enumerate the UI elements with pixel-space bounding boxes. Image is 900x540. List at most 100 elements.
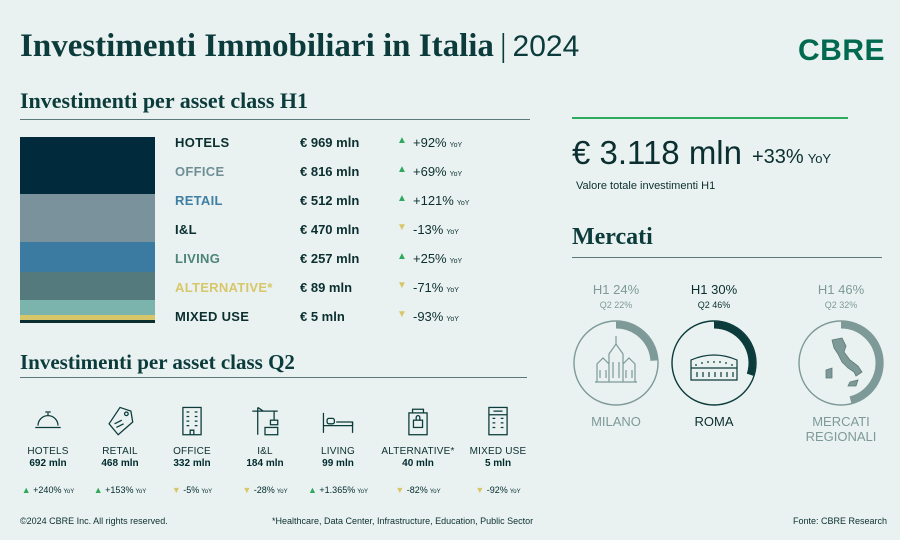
market-milano: H1 24% Q2 22% MILANO: [561, 282, 671, 429]
q2-section-title: Investimenti per asset class Q2: [20, 350, 295, 374]
yoy-label: YoY: [357, 489, 368, 495]
cbre-logo: CBRE: [797, 34, 885, 67]
hotel-bell-icon: [8, 404, 88, 440]
total-value: € 3.118 mln: [572, 134, 742, 171]
arrow-up-icon: ▲: [397, 251, 407, 262]
duomo-icon: [595, 336, 637, 383]
market-ring: [796, 318, 886, 408]
q2-asset-change-pct: +240%: [33, 485, 62, 495]
h1-row: LIVING € 257 mln ▲ +25% YoY: [175, 251, 505, 271]
market-share-arc: [713, 321, 756, 376]
stack-segment-mixeduse: [20, 320, 155, 323]
q2-asset-value: 99 mln: [322, 458, 354, 469]
stack-segment-il: [20, 272, 155, 300]
crane-icon: [225, 404, 305, 440]
h1-asset-value: € 969 mln: [300, 135, 360, 150]
market-q2-share: Q2 46%: [697, 300, 731, 310]
bed-icon: [298, 404, 378, 440]
market-ring: [669, 318, 759, 408]
h1-asset-change-pct: +92%: [413, 135, 447, 150]
q2-asset-label: RETAIL: [102, 446, 138, 457]
market-share-arc: [615, 321, 658, 361]
arrow-down-icon: ▼: [171, 485, 184, 495]
arrow-up-icon: ▲: [397, 164, 407, 175]
yoy-label: YoY: [456, 200, 470, 207]
market-regionali: H1 46% Q2 32% MERCATI REGIONALI: [786, 282, 896, 444]
q2-asset-item: I&L 184 mln ▼ -28% YoY: [225, 404, 305, 495]
h1-asset-value: € 816 mln: [300, 164, 360, 179]
h1-asset-change-pct: -71%: [413, 280, 444, 295]
q2-asset-change-pct: -5%: [183, 485, 200, 495]
q2-asset-value: 468 mln: [101, 458, 139, 469]
h1-asset-change: +92% YoY: [413, 135, 462, 150]
h1-asset-change: +121% YoY: [413, 193, 469, 208]
h1-asset-value: € 257 mln: [300, 251, 360, 266]
market-name: MILANO: [591, 414, 641, 429]
q2-asset-label: HOTELS: [27, 446, 69, 457]
q2-asset-label: LIVING: [321, 446, 355, 457]
h1-asset-change-pct: +69%: [413, 164, 447, 179]
stack-segment-hotels: [20, 137, 155, 194]
market-h1-share: H1 24%: [592, 282, 640, 297]
arrow-down-icon: ▼: [397, 280, 407, 291]
h1-asset-name: I&L: [175, 222, 197, 237]
q2-asset-item: MIXED USE 5 mln ▼ -92% YoY: [458, 404, 538, 495]
q2-asset-change: ▼ -92% YoY: [458, 485, 538, 495]
q2-asset-value: 5 mln: [484, 458, 512, 469]
q2-asset-change: ▲ +153% YoY: [80, 485, 160, 495]
h1-asset-value: € 5 mln: [300, 309, 345, 324]
h1-row: MIXED USE € 5 mln ▼ -93% YoY: [175, 309, 505, 329]
stack-segment-office: [20, 194, 155, 242]
yoy-label: YoY: [449, 258, 463, 265]
q2-asset-value: 184 mln: [246, 458, 284, 469]
arrow-up-icon: ▲: [93, 485, 106, 495]
yoy-label: YoY: [446, 287, 459, 294]
market-h1-share: H1 30%: [690, 282, 738, 297]
q2-section-divider: [20, 377, 527, 378]
market-ring-base: [671, 320, 757, 406]
total-accent-line: [572, 117, 848, 119]
market-share-arc: [840, 321, 883, 404]
h1-row: RETAIL € 512 mln ▲ +121% YoY: [175, 193, 505, 213]
mercati-title: Mercati: [572, 224, 653, 250]
data-center-icon: [378, 404, 458, 440]
page-title-text: Investimenti Immobiliari in Italia: [20, 28, 494, 64]
q2-asset-change: ▼ -82% YoY: [378, 485, 458, 495]
h1-asset-change-pct: +25%: [413, 251, 447, 266]
arrow-down-icon: ▼: [397, 222, 407, 233]
q2-asset-change-pct: -82%: [406, 485, 428, 495]
market-name: ROMA: [694, 414, 734, 429]
arrow-up-icon: ▲: [308, 485, 320, 495]
market-ring: [571, 318, 661, 408]
h1-asset-name: OFFICE: [175, 164, 225, 179]
h1-asset-change: +69% YoY: [413, 164, 462, 179]
h1-asset-change: +25% YoY: [413, 251, 462, 266]
arrow-down-icon: ▼: [397, 309, 407, 320]
yoy-label: YoY: [449, 142, 463, 149]
q2-asset-label: ALTERNATIVE*: [381, 446, 455, 457]
title-year: 2024: [512, 30, 580, 63]
yoy-label: YoY: [276, 489, 288, 495]
arrow-down-icon: ▼: [395, 485, 407, 495]
q2-asset-label: I&L: [257, 446, 273, 457]
h1-stacked-bar: [20, 137, 155, 323]
q2-asset-change: ▲ +1.365% YoY: [298, 485, 378, 495]
h1-asset-value: € 512 mln: [300, 193, 360, 208]
arrow-up-icon: ▲: [21, 485, 34, 495]
total-change: +33% YoY: [752, 146, 831, 169]
footer-note: *Healthcare, Data Center, Infrastructure…: [272, 516, 534, 526]
arrow-up-icon: ▲: [397, 193, 407, 204]
market-ring-base: [798, 320, 884, 406]
yoy-label: YoY: [201, 489, 213, 495]
q2-asset-change-pct: -92%: [486, 485, 508, 495]
arrow-up-icon: ▲: [397, 135, 407, 146]
yoy-label: YoY: [429, 489, 441, 495]
stack-segment-retail: [20, 242, 155, 272]
colosseum-icon: [690, 354, 738, 381]
h1-asset-change-pct: -13%: [413, 222, 444, 237]
h1-asset-change: -93% YoY: [413, 309, 459, 324]
total-change-yoy: YoY: [807, 151, 832, 166]
h1-section-title: Investimenti per asset class H1: [20, 88, 309, 113]
q2-asset-item: OFFICE 332 mln ▼ -5% YoY: [152, 404, 232, 495]
q2-asset-value: 692 mln: [29, 458, 67, 469]
